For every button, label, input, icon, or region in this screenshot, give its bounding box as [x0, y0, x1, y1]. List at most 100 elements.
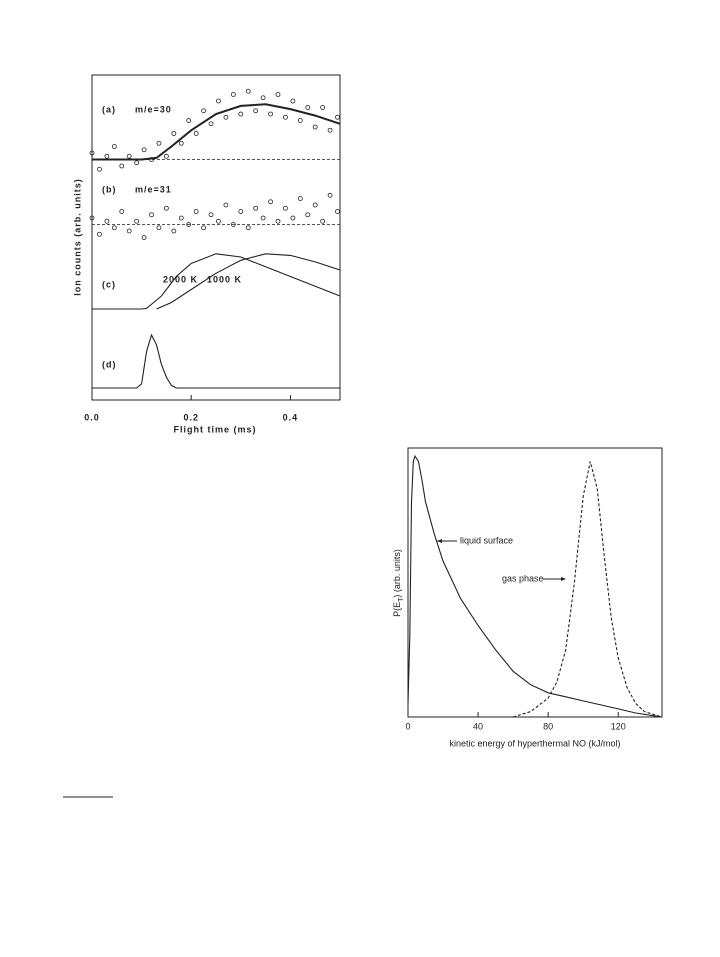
- data-point: [97, 166, 102, 172]
- data-point: [104, 153, 110, 159]
- data-point: [320, 105, 326, 110]
- data-point: [268, 111, 273, 117]
- data-point: [171, 131, 177, 136]
- x-tick-label: 0: [405, 721, 410, 731]
- data-point: [283, 205, 288, 211]
- x-tick-label: 120: [611, 721, 626, 731]
- data-point: [268, 199, 273, 205]
- frame-b: [407, 447, 663, 718]
- line: [92, 333, 340, 389]
- data-point: [178, 140, 184, 146]
- panel-label: (c): [102, 279, 116, 289]
- data-point: [208, 212, 214, 218]
- data-point: [216, 218, 221, 224]
- data-point: [141, 147, 147, 153]
- data-point: [297, 196, 303, 201]
- data-point: [89, 150, 95, 156]
- data-point: [134, 160, 140, 166]
- data-point: [283, 114, 288, 120]
- data-point: [253, 108, 259, 114]
- line: [512, 461, 663, 718]
- data-point: [290, 98, 296, 104]
- data-point: [186, 118, 192, 123]
- data-point: [126, 228, 132, 234]
- x-tick-label: 0.4: [283, 412, 299, 422]
- data-point: [89, 215, 95, 221]
- data-point: [193, 131, 199, 136]
- data-point: [275, 218, 281, 224]
- data-point: [253, 205, 259, 211]
- annotation: gas phase: [502, 573, 544, 583]
- y-label: Ion counts (arb. units): [72, 178, 82, 296]
- data-point: [156, 140, 162, 146]
- y-label-part: P(E: [392, 602, 402, 617]
- data-point: [141, 235, 147, 240]
- data-point: [111, 225, 117, 231]
- data-point: [297, 118, 303, 123]
- data-point: [305, 212, 311, 218]
- data-point: [134, 218, 140, 224]
- data-point: [245, 88, 251, 94]
- panel-name: m/e=30: [135, 104, 172, 114]
- data-point: [320, 218, 326, 224]
- data-point: [230, 222, 236, 227]
- x-tick-label: 40: [473, 721, 483, 731]
- y-label-sub: T: [398, 597, 405, 602]
- data-point: [335, 114, 340, 120]
- data-point: [201, 225, 207, 231]
- line: [407, 454, 663, 718]
- data-point: [193, 209, 199, 214]
- data-point: [216, 98, 221, 104]
- x-label: Flight time (ms): [174, 424, 257, 434]
- data-point: [163, 205, 169, 211]
- data-point: [230, 92, 236, 97]
- data-point: [126, 153, 132, 159]
- frame-a: [91, 74, 341, 401]
- data-point: [223, 202, 229, 208]
- data-point: [238, 209, 244, 214]
- data-point: [305, 105, 311, 110]
- line: [92, 253, 341, 310]
- data-point: [186, 222, 192, 227]
- annotation: liquid surface: [460, 535, 513, 545]
- x-tick-label: 0.2: [183, 412, 199, 422]
- curve-label: 1000 K: [207, 274, 242, 284]
- data-point: [163, 153, 169, 159]
- data-point: [327, 127, 333, 133]
- panel-label: (d): [102, 359, 117, 369]
- data-point: [178, 215, 184, 221]
- line: [156, 253, 341, 310]
- panel-label: (b): [102, 184, 117, 194]
- arrow-head: [561, 577, 566, 581]
- data-point: [275, 92, 281, 97]
- data-point: [290, 215, 296, 221]
- y-label: P(ET) (arb. units): [392, 549, 404, 617]
- data-point: [245, 225, 251, 231]
- arrow-head: [437, 539, 442, 543]
- data-point: [327, 192, 333, 198]
- data-point: [312, 124, 318, 130]
- y-label-part: ) (arb. units): [392, 549, 402, 598]
- data-point: [104, 218, 110, 224]
- data-point: [238, 111, 244, 117]
- data-point: [97, 231, 102, 237]
- data-point: [223, 114, 229, 120]
- data-point: [149, 212, 154, 218]
- x-tick-label: 80: [543, 721, 553, 731]
- panel-label: (a): [102, 104, 116, 114]
- data-point: [312, 202, 318, 208]
- data-point: [201, 108, 207, 114]
- data-point: [111, 144, 117, 149]
- x-label: kinetic energy of hyperthermal NO (kJ/mo…: [449, 738, 620, 748]
- x-tick-label: 0.0: [84, 412, 100, 422]
- data-point: [260, 215, 266, 221]
- data-point: [119, 163, 125, 169]
- data-point: [119, 209, 125, 214]
- data-point: [260, 95, 266, 101]
- panel-name: m/e=31: [135, 184, 172, 194]
- data-point: [156, 225, 162, 231]
- curve-label: 2000 K: [163, 274, 198, 284]
- data-point: [171, 228, 177, 234]
